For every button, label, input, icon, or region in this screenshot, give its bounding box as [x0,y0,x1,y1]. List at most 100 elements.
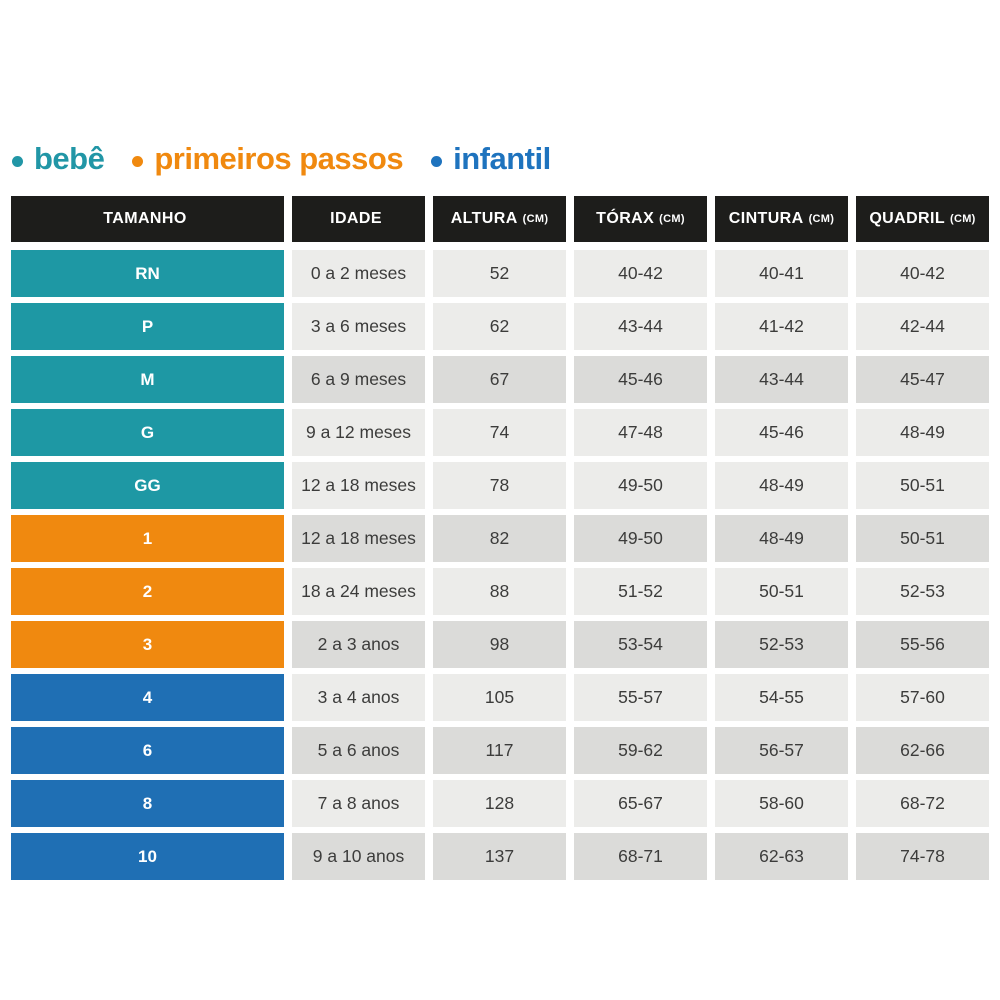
value-cell: 18 a 24 meses [292,568,425,615]
value-cell: 62-66 [856,727,989,774]
size-cell: 8 [11,780,284,827]
value-cell: 40-42 [856,250,989,297]
value-cell: 12 a 18 meses [292,515,425,562]
value-cell: 56-57 [715,727,848,774]
header-cell-idade: IDADE [292,196,425,242]
header-unit: (CM) [659,213,685,225]
size-cell: 2 [11,568,284,615]
value-cell: 88 [433,568,566,615]
table-row: 2 18 a 24 meses 88 51-52 50-51 52-53 [11,568,989,615]
value-cell: 47-48 [574,409,707,456]
header-label: ALTURA [450,210,518,227]
bullet-icon [12,156,23,167]
header-cell-altura: ALTURA (CM) [433,196,566,242]
value-cell: 74 [433,409,566,456]
value-cell: 48-49 [856,409,989,456]
size-cell: 4 [11,674,284,721]
value-cell: 50-51 [856,462,989,509]
value-cell: 117 [433,727,566,774]
value-cell: 57-60 [856,674,989,721]
value-cell: 105 [433,674,566,721]
header-label: QUADRIL [869,210,946,227]
value-cell: 137 [433,833,566,880]
value-cell: 45-47 [856,356,989,403]
value-cell: 45-46 [715,409,848,456]
value-cell: 5 a 6 anos [292,727,425,774]
header-unit: (CM) [950,213,976,225]
value-cell: 55-56 [856,621,989,668]
table-row: GG 12 a 18 meses 78 49-50 48-49 50-51 [11,462,989,509]
value-cell: 41-42 [715,303,848,350]
value-cell: 12 a 18 meses [292,462,425,509]
legend-label: infantil [453,141,551,176]
value-cell: 3 a 6 meses [292,303,425,350]
value-cell: 43-44 [715,356,848,403]
value-cell: 9 a 12 meses [292,409,425,456]
bullet-icon [132,156,144,167]
size-cell: P [11,303,284,350]
table-row: RN 0 a 2 meses 52 40-42 40-41 40-42 [11,250,989,297]
value-cell: 52-53 [856,568,989,615]
header-label: TÓRAX [596,210,655,227]
value-cell: 9 a 10 anos [292,833,425,880]
size-cell: 1 [11,515,284,562]
value-cell: 42-44 [856,303,989,350]
header-label: TAMANHO [103,210,187,227]
value-cell: 49-50 [574,515,707,562]
table-header-row: TAMANHO IDADE ALTURA (CM) TÓRAX (CM) CIN… [11,196,989,242]
legend-label: bebê [34,141,105,176]
value-cell: 67 [433,356,566,403]
value-cell: 48-49 [715,515,848,562]
value-cell: 58-60 [715,780,848,827]
value-cell: 7 a 8 anos [292,780,425,827]
value-cell: 74-78 [856,833,989,880]
value-cell: 51-52 [574,568,707,615]
value-cell: 98 [433,621,566,668]
value-cell: 52 [433,250,566,297]
value-cell: 68-71 [574,833,707,880]
legend-item-bebe: bebê [12,141,105,176]
value-cell: 68-72 [856,780,989,827]
header-cell-tamanho: TAMANHO [11,196,284,242]
value-cell: 62 [433,303,566,350]
header-label: IDADE [330,210,382,227]
header-unit: (CM) [808,213,835,225]
table-body: RN 0 a 2 meses 52 40-42 40-41 40-42 P 3 a 6 mes… [11,250,989,880]
value-cell: 59-62 [574,727,707,774]
size-chart-table: TAMANHO IDADE ALTURA (CM) TÓRAX (CM) CIN… [11,196,989,886]
header-label: CINTURA [728,210,804,227]
header-cell-cintura: CINTURA (CM) [715,196,848,242]
value-cell: 82 [433,515,566,562]
value-cell: 65-67 [574,780,707,827]
value-cell: 78 [433,462,566,509]
value-cell: 50-51 [715,568,848,615]
header-unit: (CM) [522,213,549,225]
legend-item-primeiros-passos: primeiros passos [132,143,404,174]
header-cell-quadril: QUADRIL (CM) [856,196,989,242]
value-cell: 48-49 [715,462,848,509]
value-cell: 40-41 [715,250,848,297]
header-cell-torax: TÓRAX (CM) [574,196,707,242]
size-cell: 6 [11,727,284,774]
size-cell: GG [11,462,284,509]
value-cell: 40-42 [574,250,707,297]
value-cell: 52-53 [715,621,848,668]
legend-item-infantil: infantil [431,143,551,174]
value-cell: 49-50 [574,462,707,509]
size-cell: M [11,356,284,403]
size-cell: 3 [11,621,284,668]
value-cell: 55-57 [574,674,707,721]
value-cell: 2 a 3 anos [292,621,425,668]
size-cell: 10 [11,833,284,880]
value-cell: 3 a 4 anos [292,674,425,721]
bullet-icon [431,156,443,167]
value-cell: 43-44 [574,303,707,350]
value-cell: 54-55 [715,674,848,721]
